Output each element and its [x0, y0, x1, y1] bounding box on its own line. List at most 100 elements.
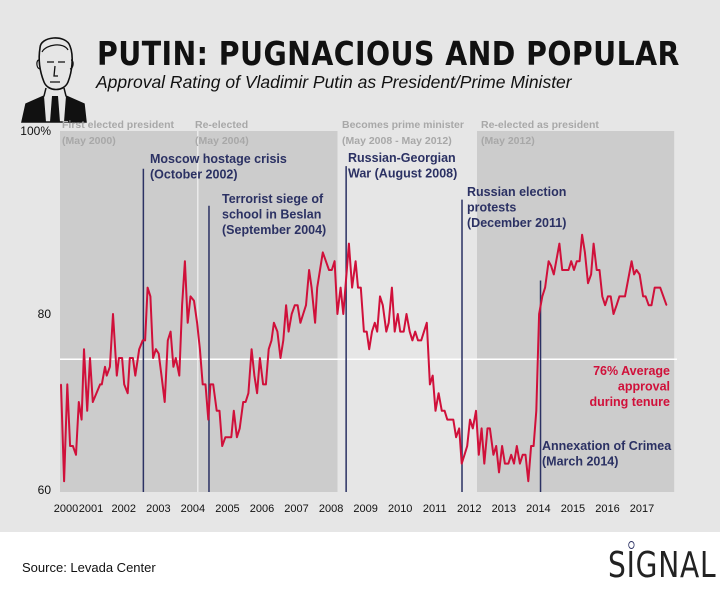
period-label: First elected president — [62, 119, 175, 131]
data-point — [469, 419, 471, 421]
data-point — [294, 304, 296, 306]
data-point — [178, 375, 180, 377]
data-point — [75, 454, 77, 456]
data-point — [446, 419, 448, 421]
data-point — [193, 300, 195, 302]
data-point — [63, 480, 65, 482]
data-point — [285, 304, 287, 306]
data-point — [363, 331, 365, 333]
data-point — [230, 436, 232, 438]
data-point — [270, 339, 273, 341]
data-point — [357, 287, 359, 289]
data-point — [368, 348, 370, 350]
data-point — [624, 295, 626, 297]
data-point — [397, 313, 399, 315]
data-point — [305, 304, 307, 306]
data-point — [80, 419, 83, 421]
data-point — [60, 383, 62, 385]
data-point — [134, 375, 136, 377]
data-point — [224, 436, 226, 438]
x-tick-label: 2000 — [54, 503, 78, 515]
data-point — [612, 313, 615, 315]
x-tick-label: 2014 — [526, 503, 550, 515]
data-point — [99, 383, 101, 385]
data-point — [202, 383, 204, 385]
data-point — [196, 322, 198, 324]
x-tick-label: 2006 — [250, 503, 274, 515]
data-point — [218, 410, 221, 412]
data-point — [121, 357, 123, 359]
data-point — [310, 287, 313, 289]
data-point — [558, 243, 560, 245]
data-point — [654, 287, 656, 289]
data-point — [524, 454, 527, 456]
data-point — [265, 383, 267, 385]
data-point — [411, 339, 414, 341]
data-point — [644, 295, 647, 297]
period-date: (May 2004) — [195, 135, 249, 147]
data-point — [567, 269, 570, 271]
data-point — [262, 383, 264, 385]
data-point — [610, 295, 612, 297]
data-point — [164, 401, 166, 403]
data-point — [513, 463, 515, 465]
data-point — [618, 295, 621, 297]
event-label: (March 2014) — [542, 455, 618, 469]
event-label: (October 2002) — [150, 168, 238, 182]
data-point — [547, 260, 550, 262]
period-label: Re-elected as president — [481, 119, 599, 131]
period-date: (May 2012) — [481, 135, 535, 147]
data-point — [158, 353, 160, 355]
data-point — [504, 463, 506, 465]
data-point — [184, 260, 186, 262]
chart-title: PUTIN: PUGNACIOUS AND POPULAR — [97, 34, 680, 73]
data-point — [221, 445, 223, 447]
data-point — [314, 322, 316, 324]
data-point — [486, 427, 489, 429]
data-point — [553, 273, 555, 275]
approval-line-chart: First elected president (May 2000) Re-elec… — [20, 119, 677, 515]
data-point — [69, 445, 71, 447]
data-point — [204, 383, 207, 385]
data-point — [495, 445, 497, 447]
data-point — [659, 287, 661, 289]
data-point — [239, 427, 241, 429]
data-point — [279, 357, 282, 359]
x-tick-label: 2016 — [595, 503, 619, 515]
data-point — [348, 243, 350, 245]
data-point — [478, 454, 480, 456]
data-point — [207, 419, 209, 421]
y-tick-label: 100% — [20, 124, 51, 138]
data-point — [149, 295, 151, 297]
data-point — [522, 454, 524, 456]
data-point — [463, 454, 466, 456]
data-point — [106, 375, 108, 377]
data-point — [83, 348, 85, 350]
data-point — [538, 313, 540, 315]
data-point — [89, 357, 91, 359]
data-point — [360, 287, 362, 289]
data-point — [118, 357, 120, 359]
data-point — [590, 273, 592, 275]
x-tick-label: 2007 — [284, 503, 308, 515]
data-point — [601, 295, 603, 297]
period-label: Re-elected — [195, 119, 248, 131]
data-point — [169, 331, 172, 333]
event-label: school in Beslan — [222, 208, 321, 222]
data-point — [417, 339, 419, 341]
data-point — [242, 401, 244, 403]
data-point — [527, 480, 529, 482]
x-tick-label: 2003 — [146, 503, 170, 515]
data-point — [434, 410, 437, 412]
data-point — [458, 427, 460, 429]
average-label: during tenure — [589, 395, 670, 409]
data-point — [405, 313, 408, 315]
data-point — [187, 322, 189, 324]
data-point — [507, 463, 510, 465]
data-point — [592, 243, 595, 245]
source-note: Source: Levada Center — [22, 560, 156, 575]
data-point — [245, 401, 247, 403]
data-point — [443, 410, 446, 412]
x-tick-label: 2001 — [79, 503, 103, 515]
putin-portrait-icon — [21, 37, 87, 123]
